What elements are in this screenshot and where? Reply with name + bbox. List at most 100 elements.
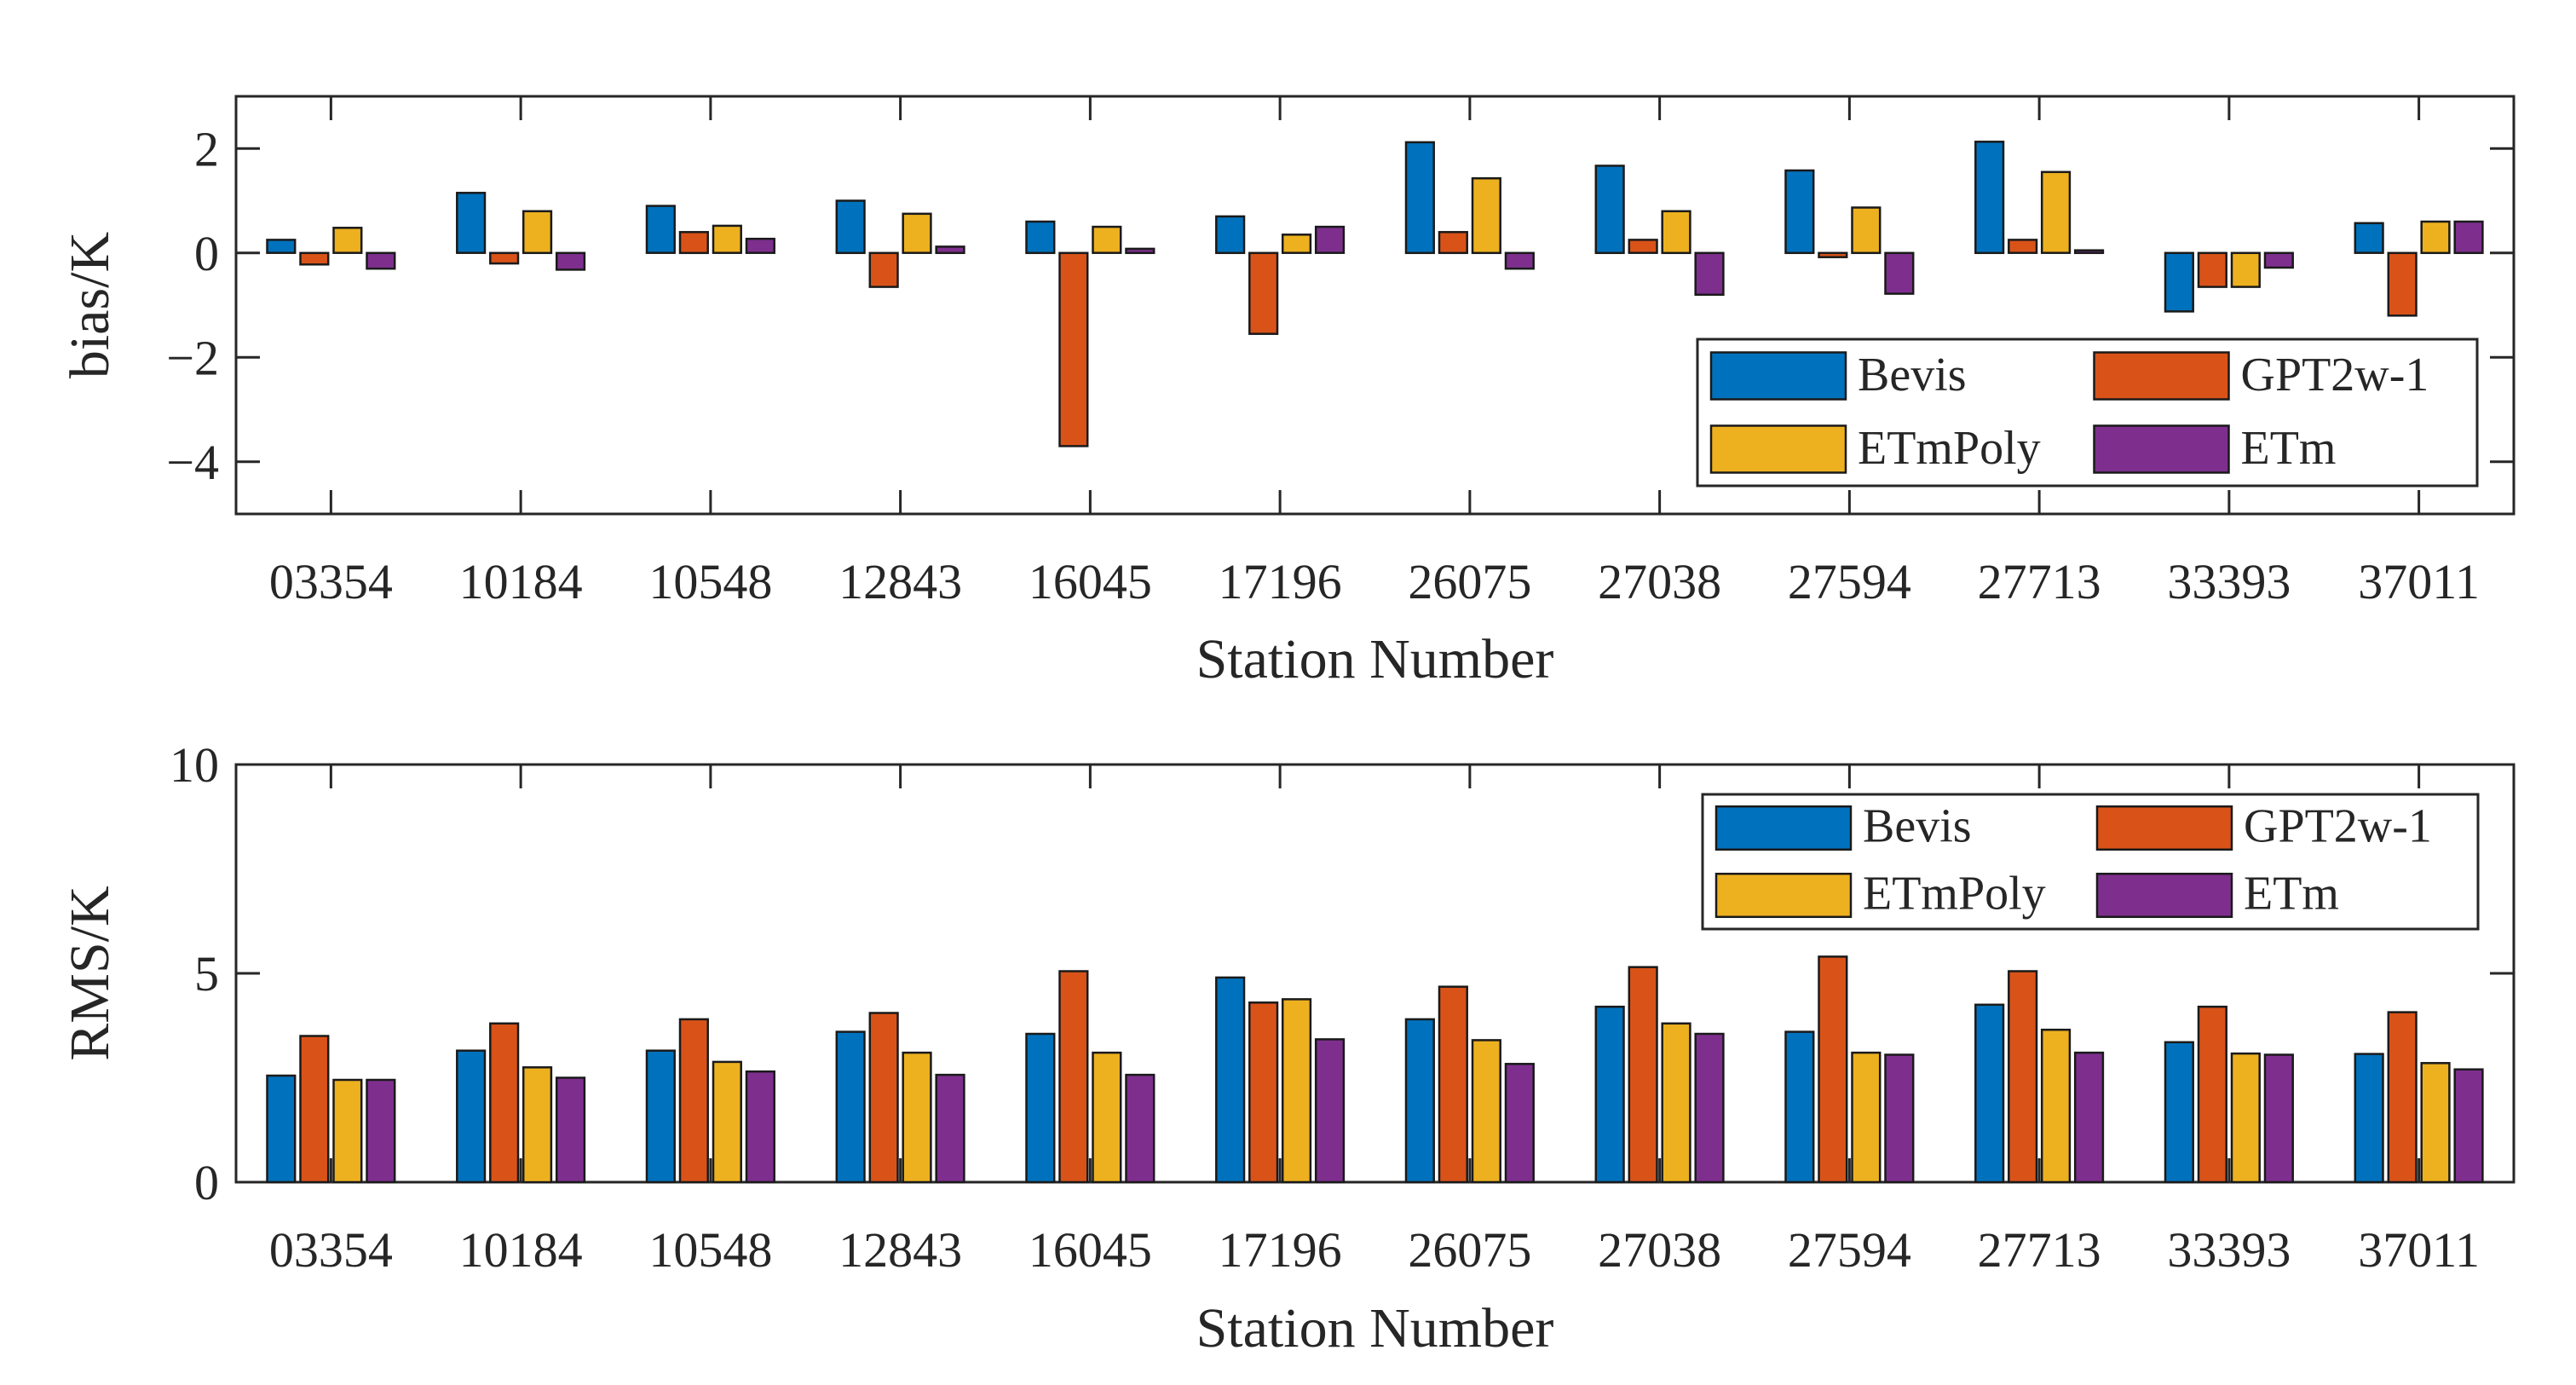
bar-etmpoly-26075 xyxy=(1471,176,1501,255)
bar-gpt2w-1-17196 xyxy=(1248,1001,1279,1184)
bar-etm-10184 xyxy=(555,251,586,271)
x-tick-label: 37011 xyxy=(2358,1222,2480,1278)
bar-bevis-27713 xyxy=(1974,1003,2005,1184)
x-tick-label: 27038 xyxy=(1598,554,1721,609)
x-tick-label: 27713 xyxy=(1978,554,2101,609)
chart-bias: 03354 10184 10548 12843 16045 17196 26075 27038… xyxy=(59,95,2515,690)
legend-swatch-etm xyxy=(2093,424,2230,474)
bar-gpt2w-1-12843 xyxy=(868,1012,899,1184)
x-tick-label: 33393 xyxy=(2167,1222,2291,1278)
bar-etm-10548 xyxy=(745,1070,775,1184)
x-tick-label: 27713 xyxy=(1978,1222,2101,1278)
bar-etm-10548 xyxy=(745,237,775,254)
bar-etm-27594 xyxy=(1884,251,1915,295)
x-tick-label: 12843 xyxy=(838,554,962,609)
bar-etmpoly-27594 xyxy=(1851,206,1882,255)
bar-gpt2w-1-10184 xyxy=(489,1022,520,1184)
legend-swatch-etmpoly xyxy=(1709,424,1847,474)
bar-etmpoly-10548 xyxy=(712,224,742,254)
bar-etm-27038 xyxy=(1694,251,1725,297)
x-tick-label: 03354 xyxy=(269,1222,393,1278)
bar-etm-10184 xyxy=(555,1076,586,1184)
x-tick-label: 27594 xyxy=(1788,1222,1911,1278)
bar-etmpoly-16045 xyxy=(1092,225,1122,254)
bar-gpt2w-1-10184 xyxy=(489,251,520,265)
bar-etm-33393 xyxy=(2263,1053,2294,1184)
bar-etmpoly-27594 xyxy=(1851,1051,1882,1184)
bar-etm-17196 xyxy=(1314,1038,1346,1184)
bar-gpt2w-1-37011 xyxy=(2387,251,2418,317)
y-tick-label: −4 xyxy=(166,435,219,490)
bar-etmpoly-16045 xyxy=(1092,1051,1122,1184)
bar-bevis-10548 xyxy=(645,1049,676,1184)
bar-gpt2w-1-26075 xyxy=(1438,231,1468,255)
bar-bevis-03354 xyxy=(266,1074,297,1184)
bar-bevis-12843 xyxy=(835,1030,866,1184)
bar-gpt2w-1-16045 xyxy=(1058,970,1089,1184)
bar-etm-16045 xyxy=(1125,247,1155,255)
legend-label-etmpoly: ETmPoly xyxy=(1858,422,2041,475)
x-tick-label: 27038 xyxy=(1598,1222,1721,1278)
legend: Bevis GPT2w-1 ETmPoly ETm xyxy=(1701,793,2480,931)
y-tick-label: 0 xyxy=(194,226,219,281)
bar-bevis-33393 xyxy=(2164,1041,2194,1184)
x-axis-title: Station Number xyxy=(1196,628,1554,690)
legend-swatch-gpt2w-1 xyxy=(2095,805,2233,851)
legend-label-etmpoly: ETmPoly xyxy=(1863,867,2046,920)
bar-etmpoly-26075 xyxy=(1471,1039,1501,1184)
x-tick-label: 33393 xyxy=(2167,554,2291,609)
bar-bevis-10184 xyxy=(456,1049,487,1184)
bar-etmpoly-27713 xyxy=(2040,1028,2072,1184)
bar-etmpoly-17196 xyxy=(1281,998,1312,1184)
bar-bevis-33393 xyxy=(2164,251,2194,313)
bar-etm-12843 xyxy=(935,245,965,255)
bar-gpt2w-1-27594 xyxy=(1818,955,1848,1184)
bar-etm-33393 xyxy=(2263,251,2294,269)
y-tick-label: 0 xyxy=(194,1155,219,1210)
bar-etmpoly-33393 xyxy=(2230,1052,2261,1184)
bar-bevis-16045 xyxy=(1025,220,1056,255)
bars xyxy=(266,955,2484,1184)
bar-bevis-37011 xyxy=(2354,1053,2384,1184)
x-tick-label: 10548 xyxy=(648,554,772,609)
x-tick-label: 26075 xyxy=(1408,554,1531,609)
x-tick-label: 10184 xyxy=(459,554,583,609)
bar-etmpoly-12843 xyxy=(902,212,932,254)
bar-etmpoly-17196 xyxy=(1281,234,1312,254)
legend-label-gpt2w-1: GPT2w-1 xyxy=(2241,349,2429,401)
bar-gpt2w-1-03354 xyxy=(299,1035,330,1184)
legend-label-bevis: Bevis xyxy=(1858,349,1967,401)
x-tick-label: 16045 xyxy=(1029,554,1152,609)
bar-bevis-03354 xyxy=(266,239,297,254)
bar-etm-26075 xyxy=(1504,251,1535,270)
x-tick-label: 37011 xyxy=(2358,554,2480,609)
legend-label-gpt2w-1: GPT2w-1 xyxy=(2244,799,2432,852)
x-tick-label: 17196 xyxy=(1219,554,1342,609)
bar-etm-17196 xyxy=(1314,225,1346,254)
bar-etmpoly-03354 xyxy=(332,227,363,254)
bar-gpt2w-1-27713 xyxy=(2008,239,2038,254)
legend-swatch-bevis xyxy=(1714,805,1853,851)
y-tick-label: 10 xyxy=(170,737,219,793)
x-tick-label: 03354 xyxy=(269,554,393,609)
bar-etm-37011 xyxy=(2453,1068,2484,1184)
bar-bevis-27713 xyxy=(1974,141,2005,255)
bar-etmpoly-10184 xyxy=(522,210,553,255)
bar-gpt2w-1-27713 xyxy=(2008,970,2038,1184)
legend-label-bevis: Bevis xyxy=(1863,799,1972,852)
bar-etmpoly-27038 xyxy=(1661,210,1691,255)
x-tick-label: 16045 xyxy=(1029,1222,1152,1278)
legend-label-etm: ETm xyxy=(2244,867,2339,920)
legend-swatch-gpt2w-1 xyxy=(2093,351,2230,401)
bar-gpt2w-1-10548 xyxy=(678,1018,709,1184)
bar-gpt2w-1-10548 xyxy=(678,231,709,255)
y-tick-label: 2 xyxy=(194,121,219,176)
bar-etm-27713 xyxy=(2073,1051,2105,1184)
x-tick-label: 10184 xyxy=(459,1222,583,1278)
bar-gpt2w-1-33393 xyxy=(2197,1005,2227,1184)
bar-gpt2w-1-27038 xyxy=(1628,239,1658,254)
bar-etmpoly-37011 xyxy=(2420,1062,2451,1184)
legend-swatch-bevis xyxy=(1709,351,1847,401)
bar-etm-27038 xyxy=(1694,1032,1725,1184)
